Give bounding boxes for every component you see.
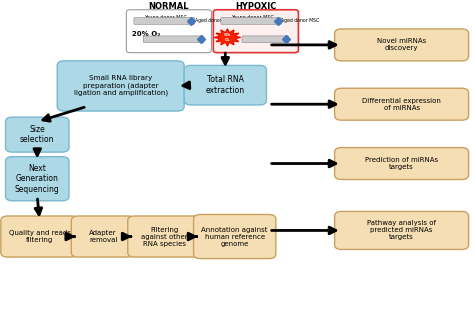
FancyBboxPatch shape — [213, 10, 299, 53]
FancyBboxPatch shape — [242, 36, 289, 43]
FancyBboxPatch shape — [134, 18, 194, 24]
Text: Differential expression
of miRNAs: Differential expression of miRNAs — [362, 98, 441, 111]
Text: Quality and reads
filtering: Quality and reads filtering — [9, 230, 71, 243]
Text: Aged donor MSC: Aged donor MSC — [282, 18, 319, 23]
FancyBboxPatch shape — [143, 36, 204, 43]
Text: Novel miRNAs
discovery: Novel miRNAs discovery — [377, 38, 426, 51]
Text: Filtering
against other
RNA species: Filtering against other RNA species — [141, 226, 188, 247]
FancyBboxPatch shape — [335, 211, 469, 249]
FancyBboxPatch shape — [128, 216, 201, 257]
Text: NORMAL: NORMAL — [149, 2, 189, 11]
Text: HYPOXIC: HYPOXIC — [235, 2, 276, 11]
FancyBboxPatch shape — [57, 61, 184, 111]
FancyBboxPatch shape — [6, 117, 69, 152]
FancyBboxPatch shape — [193, 215, 276, 258]
Text: Pathway analysis of
predicted miRNAs
targets: Pathway analysis of predicted miRNAs tar… — [367, 220, 436, 240]
FancyBboxPatch shape — [335, 88, 469, 120]
Text: Prediction of miRNAs
targets: Prediction of miRNAs targets — [365, 157, 438, 170]
Text: Young donor MSC: Young donor MSC — [231, 15, 274, 20]
FancyBboxPatch shape — [335, 147, 469, 179]
Polygon shape — [214, 29, 241, 46]
Text: Young donor MSC: Young donor MSC — [144, 15, 187, 20]
Text: Adapter
removal: Adapter removal — [89, 230, 117, 243]
Text: Size
selection: Size selection — [20, 125, 55, 144]
Text: Total RNA
extraction: Total RNA extraction — [206, 76, 245, 95]
FancyBboxPatch shape — [127, 10, 211, 53]
Text: 20% O₂: 20% O₂ — [132, 31, 161, 37]
Text: Next
Generation
Sequencing: Next Generation Sequencing — [15, 164, 60, 194]
Text: Annotation against
human reference
genome: Annotation against human reference genom… — [201, 226, 268, 247]
FancyBboxPatch shape — [221, 18, 282, 24]
FancyBboxPatch shape — [6, 157, 69, 201]
FancyBboxPatch shape — [1, 216, 78, 257]
FancyBboxPatch shape — [71, 216, 135, 257]
Text: Small RNA library
preparation (adapter
ligation and amplification): Small RNA library preparation (adapter l… — [73, 76, 168, 96]
FancyBboxPatch shape — [335, 29, 469, 61]
Text: 5%
O₂: 5% O₂ — [224, 33, 231, 42]
FancyBboxPatch shape — [184, 65, 266, 105]
Text: Aged donor MSC: Aged donor MSC — [194, 18, 233, 23]
